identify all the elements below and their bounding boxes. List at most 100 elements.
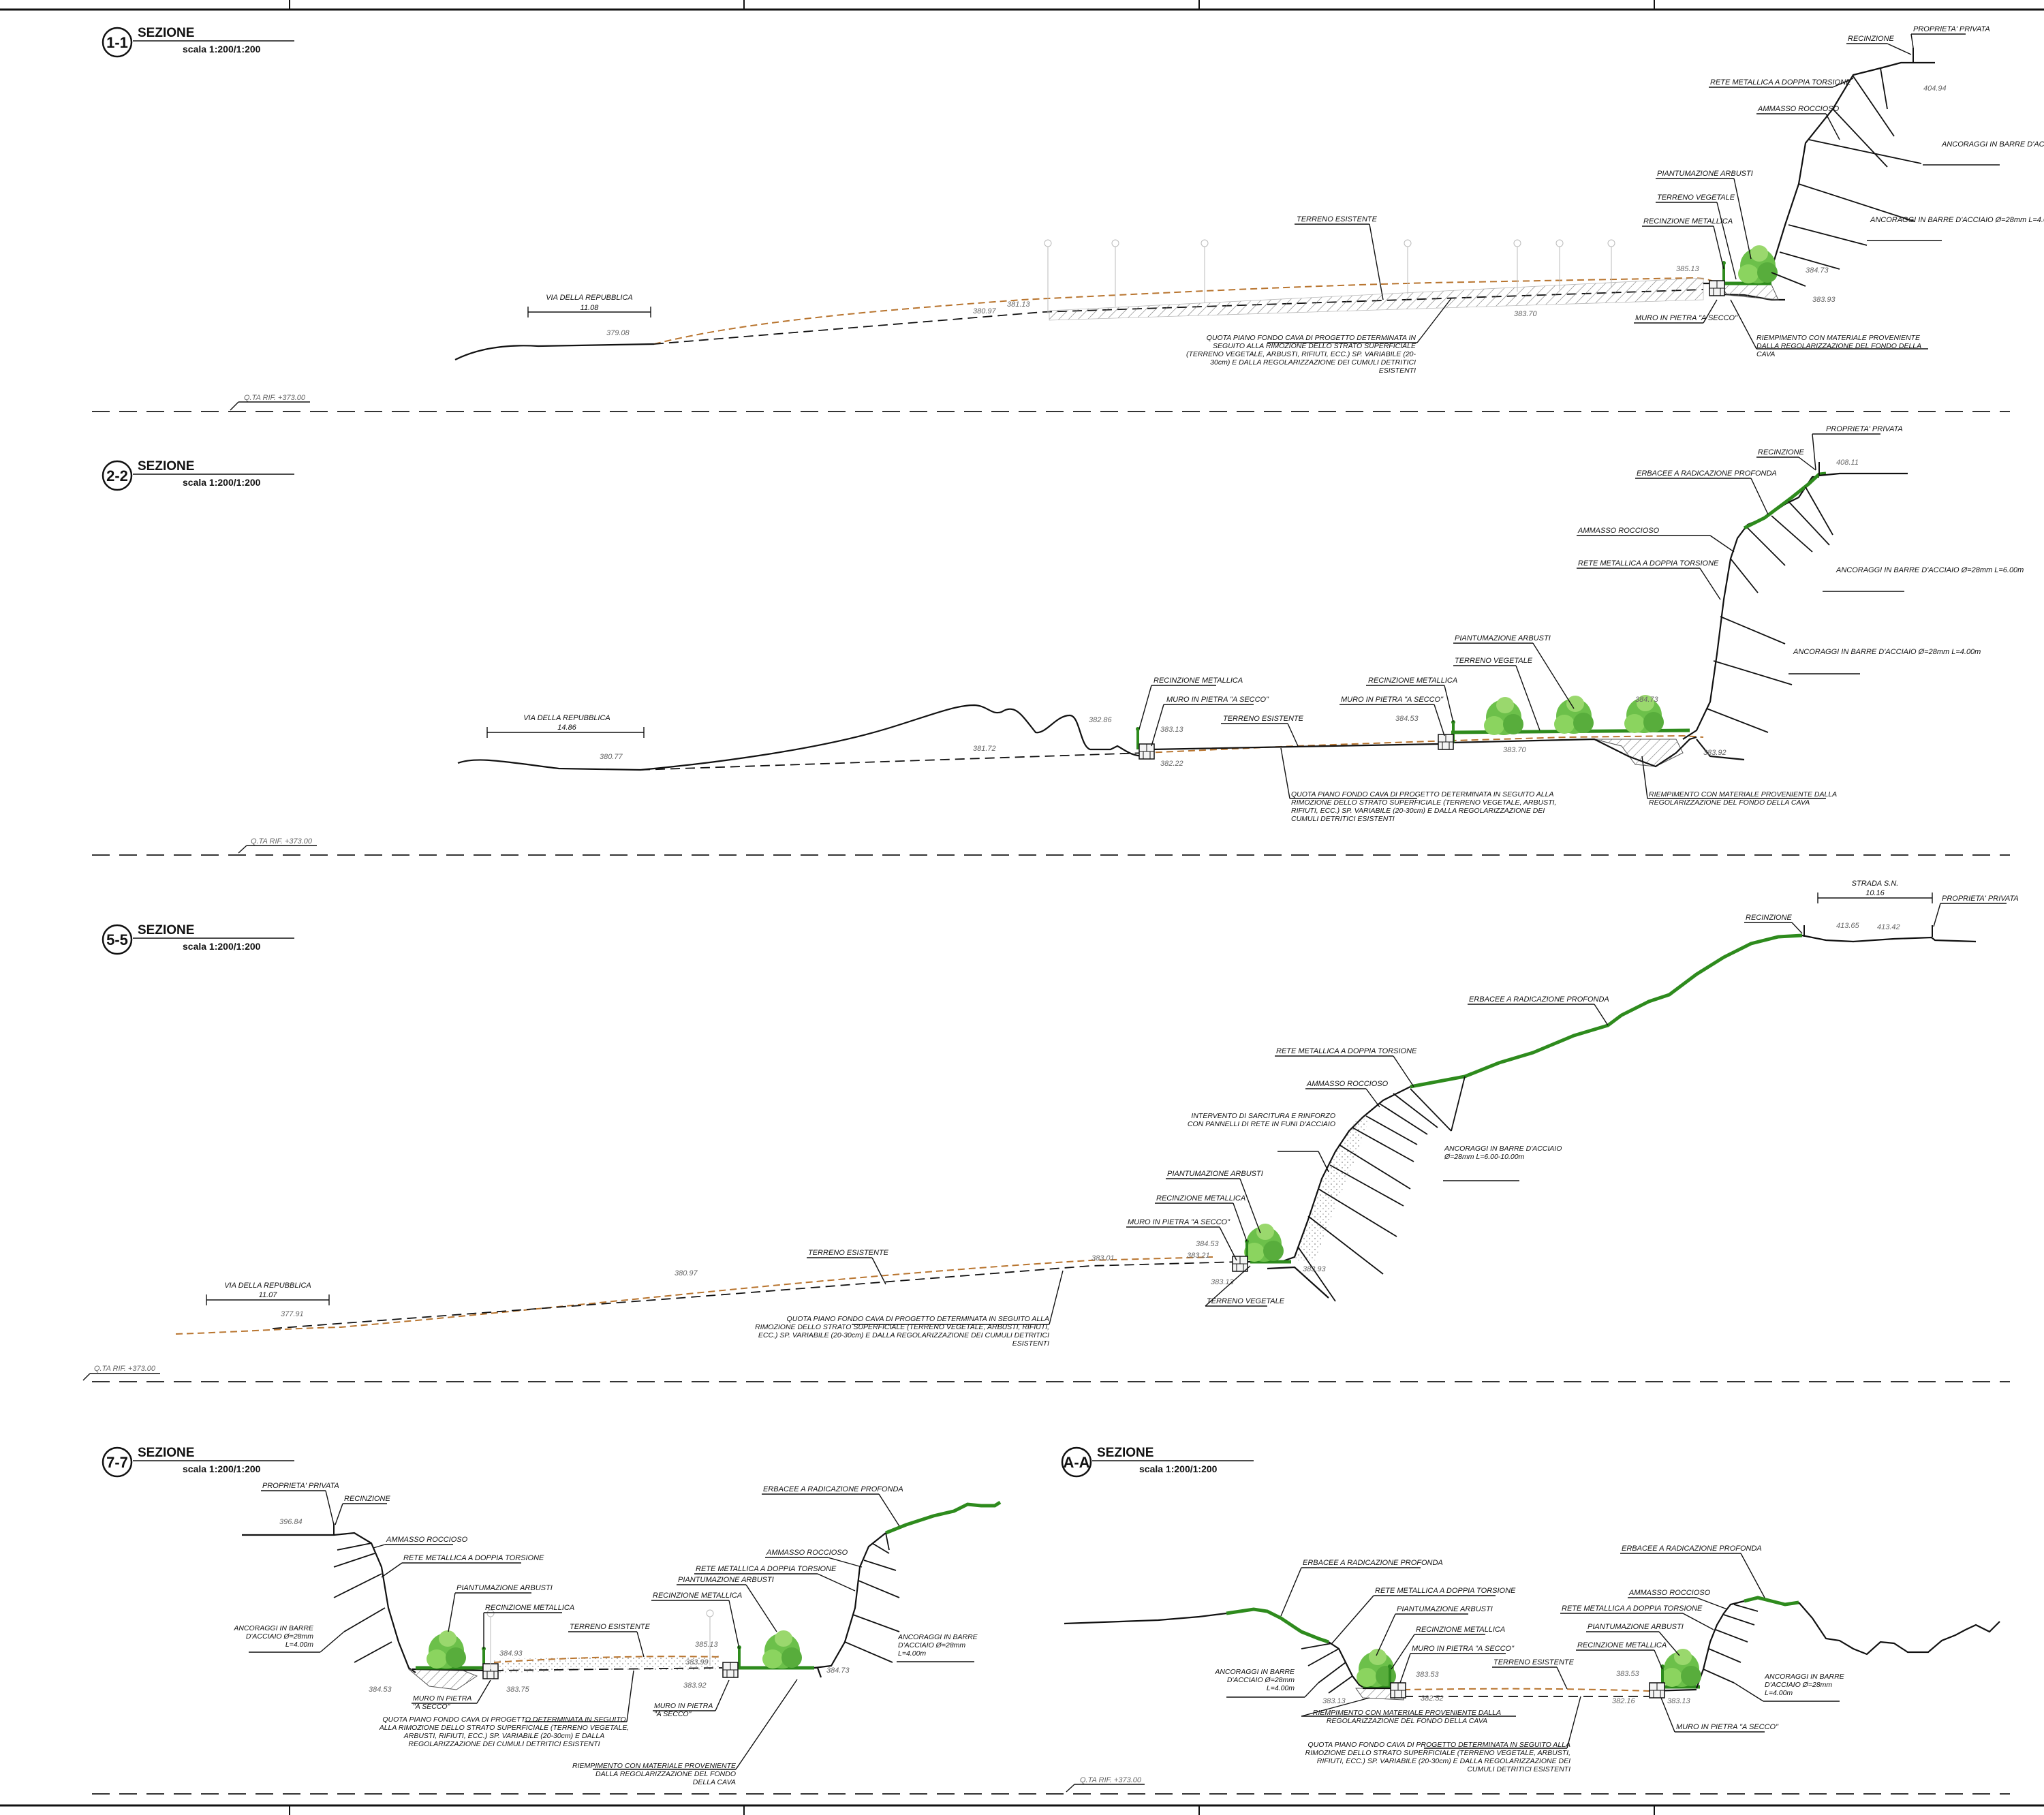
section-2-2: 2-2 SEZIONE scala 1:200/1:200 bbox=[102, 425, 2024, 854]
label-rock-right: AMMASSO ROCCIOSO bbox=[766, 1549, 848, 1557]
shrub-icon bbox=[1738, 245, 1778, 283]
label-metal-fence: RECINZIONE METALLICA bbox=[1156, 1194, 1245, 1203]
label-quota: QUOTA PIANO FONDO CAVA DI PROGETTO DETER… bbox=[379, 1716, 630, 1748]
rock-anchors-left bbox=[1301, 1643, 1353, 1694]
label-anchors-left: ANCORAGGI IN BARRE D'ACCIAIO Ø=28mm L=4.… bbox=[234, 1624, 313, 1649]
strada-dimension: STRADA S.N. 10.16 bbox=[1817, 880, 1933, 903]
label-fence: RECINZIONE bbox=[1746, 914, 1793, 922]
elevation-label: 383.21 bbox=[1187, 1252, 1210, 1260]
label-topsoil: TERRENO VEGETALE bbox=[1455, 657, 1533, 665]
label-metal-fence-b: RECINZIONE METALLICA bbox=[1368, 677, 1457, 685]
label-rock-right: AMMASSO ROCCIOSO bbox=[1628, 1589, 1711, 1597]
label-topsoil: TERRENO VEGETALE bbox=[1207, 1297, 1285, 1305]
elevation-label: 383.93 bbox=[1812, 296, 1836, 304]
road-dimension: VIA DELLA REPUBBLICA 14.86 bbox=[486, 714, 645, 738]
label-anchors-long: ANCORAGGI IN BARRE D'ACCIAIO Ø=28mm L=6.… bbox=[1941, 140, 2044, 149]
existing-ground-profile bbox=[454, 343, 655, 360]
elevation-label: 382.52 bbox=[1421, 1694, 1444, 1703]
section-id: A-A bbox=[1063, 1454, 1089, 1471]
road-dimension: VIA DELLA REPUBBLICA 11.07 bbox=[206, 1282, 330, 1305]
removed-layer-hatch bbox=[1049, 277, 1704, 321]
label-anchors-short: ANCORAGGI IN BARRE D'ACCIAIO Ø=28mm L=4.… bbox=[1793, 648, 1981, 656]
section-scale: scala 1:200/1:200 bbox=[183, 44, 261, 55]
label-quota: QUOTA PIANO FONDO CAVA DI PROGETTO DETER… bbox=[1305, 1741, 1570, 1773]
toe-ground bbox=[1696, 739, 1745, 761]
elevation-label: 383.99 bbox=[685, 1658, 709, 1666]
dry-stone-wall-icon bbox=[1139, 743, 1155, 760]
rock-anchors-right bbox=[1703, 1604, 1759, 1684]
label-anchors-right: ANCORAGGI IN BARRE D'ACCIAIO Ø=28mm L=4.… bbox=[1765, 1673, 1844, 1697]
label-fence: RECINZIONE bbox=[1848, 35, 1895, 43]
elevation-label: 380.97 bbox=[675, 1269, 698, 1277]
label-quota: QUOTA PIANO FONDO CAVA DI PROGETTO DETER… bbox=[1186, 334, 1416, 375]
elevation-label: 384.73 bbox=[1635, 696, 1659, 704]
section-id: 2-2 bbox=[106, 467, 128, 484]
annotations: PROPRIETA' PRIVATA RECINZIONE ERBACEE A … bbox=[755, 895, 2019, 1348]
elevation-label: 382.86 bbox=[1089, 716, 1113, 724]
elevation-label: 385.13 bbox=[1676, 265, 1700, 273]
road-width: 11.07 bbox=[259, 1291, 278, 1299]
fill-hatch bbox=[1594, 739, 1684, 767]
rock-cliff bbox=[1240, 1086, 1411, 1263]
label-grass-right: ERBACEE A RADICAZIONE PROFONDA bbox=[1622, 1545, 1762, 1553]
design-floor-line bbox=[493, 1667, 723, 1671]
label-metal-fence: RECINZIONE METALLICA bbox=[1643, 217, 1733, 226]
label-shrubs: PIANTUMAZIONE ARBUSTI bbox=[1657, 170, 1753, 178]
label-shrubs: PIANTUMAZIONE ARBUSTI bbox=[1455, 634, 1551, 642]
label-anchors-long: ANCORAGGI IN BARRE D'ACCIAIO Ø=28mm L=6.… bbox=[1836, 566, 2024, 574]
label-wall-left: MURO IN PIETRA "A SECCO" bbox=[1412, 1645, 1515, 1653]
elevation-label: 383.53 bbox=[1616, 1670, 1640, 1678]
existing-terrain-dashed bbox=[1403, 1688, 1650, 1692]
section-scale: scala 1:200/1:200 bbox=[183, 941, 261, 952]
label-metal-fence-a: RECINZIONE METALLICA bbox=[1153, 677, 1243, 685]
label-grass: ERBACEE A RADICAZIONE PROFONDA bbox=[1637, 469, 1777, 478]
elevation-label: 382.16 bbox=[1612, 1697, 1636, 1705]
dry-stone-wall-icon bbox=[1709, 280, 1725, 296]
shrub-icon bbox=[1484, 697, 1523, 735]
elevation-label: 384.73 bbox=[1806, 266, 1829, 275]
grass-layer bbox=[1743, 471, 1827, 530]
label-reinforce: INTERVENTO DI SARCITURA E RINFORZO CON P… bbox=[1187, 1112, 1335, 1128]
section-badge: 2-2 SEZIONE scala 1:200/1:200 bbox=[102, 459, 294, 491]
label-net-left: RETE METALLICA A DOPPIA TORSIONE bbox=[403, 1554, 544, 1562]
label-shrubs-left: PIANTUMAZIONE ARBUSTI bbox=[1397, 1605, 1493, 1613]
elevation-label: 396.84 bbox=[279, 1518, 303, 1526]
elevation-label: 384.53 bbox=[1395, 715, 1419, 723]
design-floor-line bbox=[272, 1261, 1241, 1329]
elevation-label: 383.53 bbox=[1416, 1671, 1440, 1679]
section-title: SEZIONE bbox=[138, 459, 194, 474]
elevation-label: 384.53 bbox=[1196, 1240, 1220, 1248]
label-shrubs-right: PIANTUMAZIONE ARBUSTI bbox=[678, 1576, 774, 1584]
elevation-label: 383.92 bbox=[1703, 749, 1726, 757]
section-id: 1-1 bbox=[106, 34, 128, 51]
elevation-label: 383.92 bbox=[683, 1681, 707, 1690]
rock-cliff bbox=[1682, 476, 1819, 740]
reference-level-text: Q.TA RIF. +373.00 bbox=[251, 837, 313, 846]
label-metal-fence-left: RECINZIONE METALLICA bbox=[485, 1604, 574, 1612]
dry-stone-wall-icon bbox=[722, 1662, 739, 1678]
label-wall: MURO IN PIETRA "A SECCO" bbox=[1128, 1218, 1230, 1226]
reference-level-text: Q.TA RIF. +373.00 bbox=[1080, 1776, 1142, 1784]
shrub-icon bbox=[1662, 1649, 1701, 1687]
label-anchors-short: ANCORAGGI IN BARRE D'ACCIAIO Ø=28mm L=4.… bbox=[1870, 216, 2044, 224]
label-rock: AMMASSO ROCCIOSO bbox=[1306, 1080, 1389, 1088]
toe-ground bbox=[1267, 1266, 1329, 1299]
shrub-icon bbox=[1554, 696, 1594, 734]
elevation-label: 413.42 bbox=[1877, 923, 1900, 931]
rock-anchors-right bbox=[844, 1532, 900, 1663]
reference-level: Q.TA RIF. +373.00 bbox=[238, 837, 317, 854]
label-property: PROPRIETA' PRIVATA bbox=[262, 1482, 339, 1490]
left-slope bbox=[1328, 1641, 1363, 1688]
road-width: 11.08 bbox=[580, 304, 600, 312]
existing-terrain-dashed bbox=[493, 1656, 723, 1663]
section-A-A: A-A SEZIONE scala 1:200/1:200 bbox=[1061, 1446, 2000, 1793]
chainage-markers bbox=[1044, 239, 1615, 313]
label-property: PROPRIETA' PRIVATA bbox=[1913, 25, 1990, 33]
label-quota: QUOTA PIANO FONDO CAVA DI PROGETTO DETER… bbox=[1291, 790, 1557, 823]
rock-anchors bbox=[1706, 486, 1833, 733]
label-property: PROPRIETA' PRIVATA bbox=[1826, 425, 1903, 433]
label-anchors: ANCORAGGI IN BARRE D'ACCIAIO Ø=28mm L=6.… bbox=[1444, 1145, 1562, 1161]
shrub-icon bbox=[1244, 1224, 1284, 1262]
chainage-markers bbox=[486, 1609, 714, 1669]
